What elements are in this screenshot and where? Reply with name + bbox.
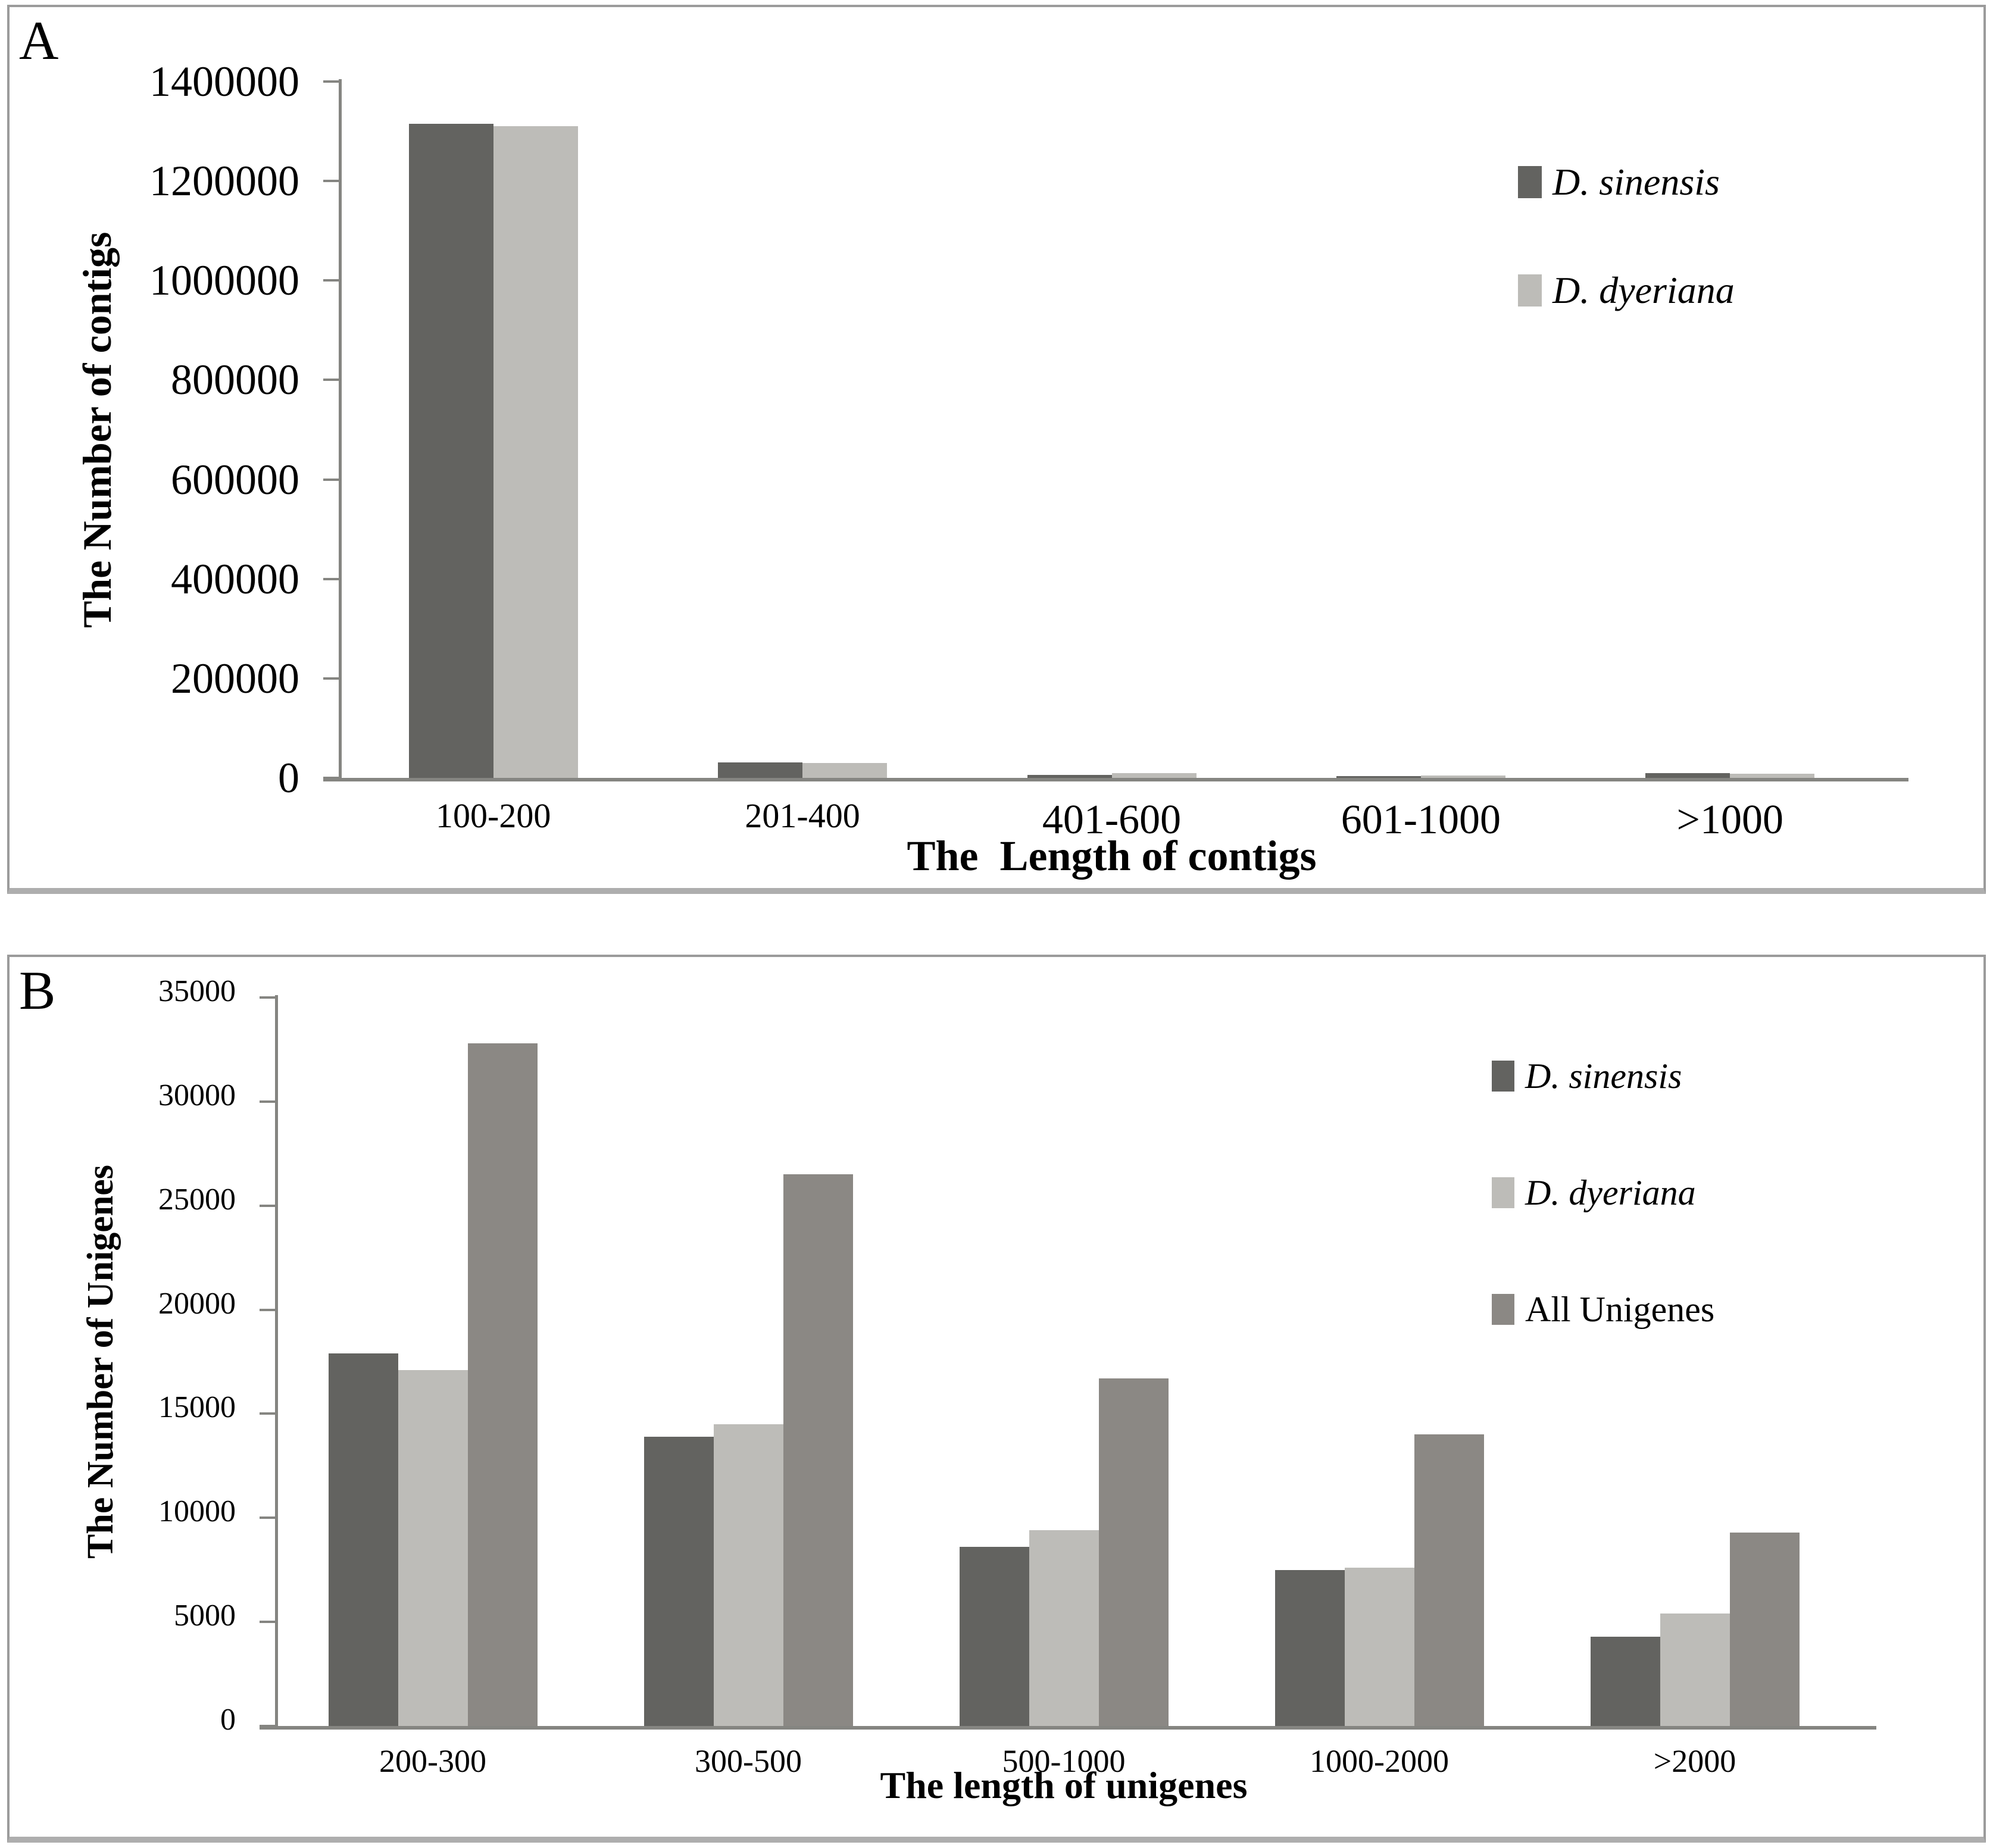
y-tick-label: 200000: [171, 654, 299, 702]
x-tick-label: >1000: [1676, 797, 1784, 843]
y-tick-mark: [260, 1412, 275, 1415]
x-tick-label: 300-500: [695, 1743, 802, 1779]
legend-label: D. sinensis: [1552, 161, 1720, 203]
x-axis-line: [323, 778, 1908, 781]
panel-a-x-axis-title: The Length of contigs: [907, 832, 1317, 880]
bar-d--sinensis->2000: [1590, 1636, 1660, 1726]
y-tick-label: 5000: [174, 1599, 236, 1633]
bar-d--dyeriana-601-1000: [1420, 775, 1505, 778]
y-axis-line: [339, 79, 342, 780]
y-tick-mark: [323, 379, 339, 382]
panel-a-letter: A: [19, 10, 59, 71]
y-tick-mark: [323, 478, 339, 481]
y-tick-mark: [260, 996, 275, 999]
bar-d--sinensis-1000-2000: [1274, 1569, 1345, 1726]
bar-all-unigenes-500-1000: [1098, 1378, 1169, 1726]
y-tick-label: 1000000: [149, 257, 299, 305]
panel-a: A The Number of contigs 0 200000 400000 600…: [7, 5, 1986, 894]
y-tick-label: 0: [220, 1703, 236, 1737]
y-tick-label: 30000: [158, 1078, 236, 1112]
bar-d--dyeriana-200-300: [398, 1369, 468, 1726]
bar-d--sinensis-500-1000: [959, 1547, 1029, 1726]
legend-label: All Unigenes: [1525, 1290, 1715, 1329]
bar-all-unigenes-300-500: [783, 1174, 853, 1726]
y-tick-label: 0: [278, 754, 299, 802]
bar-d--dyeriana-500-1000: [1029, 1530, 1099, 1726]
bar-d--sinensis-300-500: [643, 1436, 714, 1726]
bar-d--dyeriana-201-400: [802, 762, 888, 778]
legend-swatch-icon: [1518, 166, 1542, 198]
x-tick-label: 401-600: [1042, 797, 1182, 843]
legend-swatch-icon: [1492, 1177, 1514, 1208]
y-tick-mark: [260, 1204, 275, 1207]
y-tick-mark: [260, 1621, 275, 1624]
panel-b-letter: B: [19, 960, 56, 1021]
legend-label: D. dyeriana: [1552, 269, 1735, 311]
y-tick-label: 800000: [171, 356, 299, 404]
bar-all-unigenes-1000-2000: [1414, 1434, 1484, 1726]
y-tick-mark: [323, 577, 339, 580]
legend-item-d--dyeriana: D. dyeriana: [1518, 271, 1735, 309]
panel-b: B The Number of Unigenes 0 5000 10000 15000…: [7, 955, 1986, 1843]
bar-all-unigenes->2000: [1729, 1532, 1800, 1726]
x-tick-label: 601-1000: [1341, 797, 1501, 843]
legend-item-all-unigenes: All Unigenes: [1492, 1292, 1714, 1327]
x-tick-label: 201-400: [745, 796, 860, 835]
y-tick-mark: [260, 1516, 275, 1519]
legend-label: D. sinensis: [1525, 1056, 1682, 1096]
legend-swatch-icon: [1518, 274, 1542, 307]
y-tick-mark: [323, 677, 339, 680]
y-axis-line: [275, 995, 278, 1728]
x-tick-label: 500-1000: [1002, 1743, 1126, 1779]
x-tick-label: >2000: [1653, 1743, 1736, 1779]
bar-d--dyeriana-300-500: [713, 1424, 783, 1726]
bar-d--dyeriana->2000: [1660, 1614, 1730, 1726]
y-tick-label: 15000: [158, 1390, 236, 1425]
legend-item-d--sinensis: D. sinensis: [1492, 1058, 1682, 1094]
bar-d--sinensis-401-600: [1027, 774, 1112, 778]
bar-d--dyeriana->1000: [1730, 774, 1815, 778]
y-tick-mark: [260, 1100, 275, 1103]
y-tick-label: 1200000: [149, 157, 299, 205]
y-tick-label: 35000: [158, 974, 236, 1008]
y-tick-mark: [323, 279, 339, 282]
y-tick-mark: [323, 180, 339, 183]
x-tick-label: 200-300: [379, 1743, 486, 1779]
legend-item-d--sinensis: D. sinensis: [1518, 163, 1720, 201]
bar-d--dyeriana-401-600: [1111, 773, 1197, 778]
legend-label: D. dyeriana: [1525, 1173, 1696, 1212]
legend-swatch-icon: [1492, 1061, 1514, 1092]
bar-d--dyeriana-1000-2000: [1344, 1568, 1414, 1726]
bar-d--sinensis-201-400: [718, 762, 803, 778]
bar-d--sinensis-100-200: [408, 124, 493, 778]
bar-d--sinensis-200-300: [328, 1353, 398, 1726]
panel-b-x-axis-title: The length of unigenes: [880, 1764, 1248, 1806]
legend-item-d--dyeriana: D. dyeriana: [1492, 1175, 1696, 1211]
y-tick-label: 10000: [158, 1494, 236, 1529]
y-tick-mark: [323, 80, 339, 83]
bar-d--sinensis->1000: [1645, 773, 1730, 778]
bar-all-unigenes-200-300: [467, 1043, 538, 1726]
bar-d--sinensis-601-1000: [1336, 776, 1421, 778]
y-tick-label: 400000: [171, 555, 299, 603]
y-tick-label: 1400000: [149, 58, 299, 105]
bar-d--dyeriana-100-200: [493, 126, 578, 778]
y-tick-label: 600000: [171, 455, 299, 504]
y-tick-mark: [260, 1308, 275, 1311]
x-tick-label: 1000-2000: [1310, 1743, 1449, 1779]
x-tick-label: 100-200: [436, 796, 551, 835]
legend-swatch-icon: [1492, 1294, 1514, 1325]
x-axis-line: [260, 1726, 1876, 1730]
y-tick-label: 25000: [158, 1182, 236, 1217]
y-tick-label: 20000: [158, 1286, 236, 1321]
